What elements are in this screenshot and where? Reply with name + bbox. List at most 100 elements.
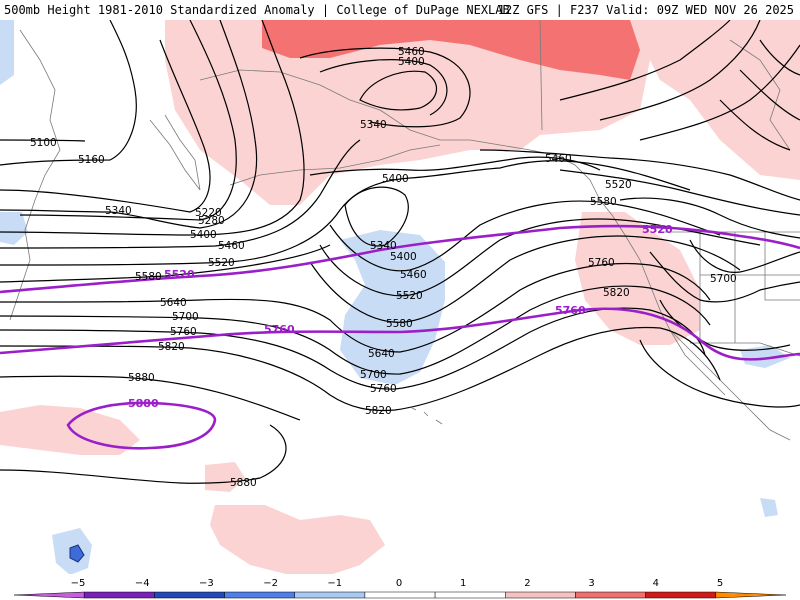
contours-canada-east <box>719 39 800 151</box>
contour-label: 5520 <box>396 290 423 302</box>
positive-anomaly-subtropical-2 <box>205 462 245 492</box>
height-contours <box>0 19 800 484</box>
contour-label: 5580 <box>590 196 617 208</box>
colorbar-tick-label: 2 <box>524 578 530 589</box>
colorbar-segment <box>505 591 576 599</box>
highlight-label: 5520 <box>164 268 195 281</box>
colorbar-tick-label: 5 <box>717 578 723 589</box>
contour-5880-east <box>639 339 800 408</box>
colorbar-segment <box>83 591 155 599</box>
colorbar-tick-label: −2 <box>263 578 278 589</box>
colorbar-segment <box>575 591 646 599</box>
coastline-siberia <box>9 29 61 321</box>
contour-5640 <box>0 262 711 353</box>
contour-5160 <box>0 19 137 166</box>
contour-5700 <box>0 285 711 375</box>
contour-label: 5820 <box>158 341 185 353</box>
contour-label: 5400 <box>398 56 425 68</box>
colorbar-tick-label: 1 <box>460 578 466 589</box>
contour-5880-south <box>0 424 287 484</box>
contour-label: 5460 <box>400 269 427 281</box>
colorbar-tick-label: −1 <box>327 578 342 589</box>
contour-5400-west <box>0 19 305 236</box>
positive-anomaly-west-us <box>575 212 700 345</box>
contour-label: 5520 <box>208 257 235 269</box>
negative-anomaly-se <box>760 498 778 517</box>
contour-5760 <box>0 307 706 390</box>
negative-anomaly-nw <box>0 20 14 85</box>
contour-5580-ne <box>619 197 800 239</box>
colorbar-segment <box>645 591 717 599</box>
contour-label: 5820 <box>365 405 392 417</box>
colorbar-segment <box>224 591 295 599</box>
border-alaska-canada <box>539 19 543 131</box>
contour-5640-east <box>689 239 800 273</box>
contour-5220 <box>0 39 211 213</box>
contour-5460-trough <box>329 200 721 272</box>
contour-label: 5160 <box>78 154 105 166</box>
contour-5580-west <box>0 244 331 283</box>
contour-label: 5820 <box>603 287 630 299</box>
colorbar-tick-label: 0 <box>396 578 402 589</box>
coastline-baja <box>669 329 726 396</box>
colorbar-segment <box>294 591 366 599</box>
contour-5700-east <box>649 251 800 303</box>
colorbar-ticks: −5 −4 −3 −2 −1 0 1 2 3 4 5 <box>71 578 724 589</box>
coastline-aleutians <box>229 144 441 186</box>
contour-5460-ne <box>479 149 800 201</box>
contour-label: 5700 <box>360 369 387 381</box>
contour-5340-west <box>0 19 258 229</box>
contour-5580-trough <box>309 235 741 323</box>
colorbar-tick-label: −4 <box>135 578 150 589</box>
contour-label: 5400 <box>390 251 417 263</box>
contour-label: 5640 <box>160 297 187 309</box>
contour-label-group: 5460 5400 5340 5100 5160 5220 5280 5340 … <box>30 46 737 489</box>
contour-5460-ridge <box>299 47 471 128</box>
purple-contour-5760 <box>0 307 800 361</box>
coastline-kamchatka <box>149 114 201 191</box>
contour-label: 5340 <box>360 119 387 131</box>
positive-anomaly-north-pacific <box>165 20 650 205</box>
negative-anomaly-w <box>0 212 28 245</box>
highlight-label: 5760 <box>264 323 295 336</box>
colorbar-segment <box>364 591 436 599</box>
contour-label: 5100 <box>30 137 57 149</box>
contour-label: 5700 <box>710 273 737 285</box>
contour-label: 5400 <box>190 229 217 241</box>
highlight-label: 5520 <box>642 223 673 236</box>
colorbar: −5 −4 −3 −2 −1 0 1 2 3 4 5 <box>0 574 800 600</box>
contour-label: 5760 <box>588 257 615 269</box>
colorbar-segments <box>13 591 787 599</box>
contour-label: 5880 <box>128 372 155 384</box>
colorbar-tick-label: −5 <box>71 578 86 589</box>
contour-5340-low <box>359 70 437 111</box>
colorbar-segment <box>715 591 787 599</box>
map-header: 500mb Height 1981-2010 Standardized Anom… <box>0 0 800 20</box>
contour-label: 5340 <box>370 240 397 252</box>
hawaii-islands <box>411 407 443 425</box>
contour-label: 5280 <box>198 215 225 227</box>
contour-label: 5640 <box>368 348 395 360</box>
colorbar-segment <box>434 591 506 599</box>
contour-label: 5760 <box>370 383 397 395</box>
purple-contour-5880 <box>66 401 217 450</box>
border-us-mexico <box>690 342 800 357</box>
positive-anomaly-canada <box>632 20 800 180</box>
colorbar-tick-label: 4 <box>653 578 659 589</box>
contour-5280 <box>19 19 237 221</box>
contour-label: 5460 <box>218 240 245 252</box>
contours-southwest-us <box>659 299 791 351</box>
positive-anomaly-subtropical-3 <box>210 505 385 575</box>
contour-label: 5760 <box>170 326 197 338</box>
highlight-label: 5760 <box>555 304 586 317</box>
contour-label: 5460 <box>545 153 572 165</box>
contour-label: 5220 <box>195 207 222 219</box>
contour-5520-west <box>0 160 691 266</box>
colorbar-tick-label: 3 <box>588 578 594 589</box>
state-lines <box>699 232 800 343</box>
contour-label: 5700 <box>172 311 199 323</box>
contour-5400-trough <box>309 156 601 176</box>
contour-label: 5520 <box>605 179 632 191</box>
highlight-contours <box>0 224 800 450</box>
